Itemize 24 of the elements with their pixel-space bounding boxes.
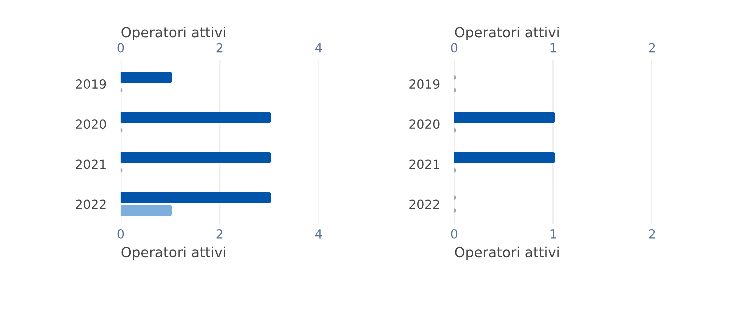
x2-tick-label: 1 — [550, 43, 556, 53]
x-axis-title: Operatori attivi — [455, 246, 559, 260]
x-tick-label: 1 — [550, 230, 556, 239]
x2-tick-label: 0 — [118, 43, 124, 53]
x2-axis-title: Operatori attivi — [455, 26, 559, 40]
y-tick-label: 2021 — [76, 160, 106, 170]
y-tick-label: 2020 — [76, 120, 106, 130]
x2-tick-label: 4 — [315, 43, 322, 53]
x2-tick-label: 0 — [451, 43, 458, 53]
x-tick-label: 0 — [118, 229, 124, 239]
x-tick-label: 4 — [315, 230, 322, 239]
x-axis-title: Operatori attivi — [122, 246, 226, 260]
y-tick-label: 2019 — [410, 80, 440, 90]
x-tick-label: 2 — [649, 229, 656, 239]
y-tick-label: 2020 — [410, 120, 440, 130]
x-tick-label: 0 — [451, 229, 458, 239]
y-tick-label: 2021 — [410, 160, 440, 170]
y-tick-label: 2019 — [76, 80, 106, 90]
x-tick-label: 2 — [216, 229, 223, 239]
x2-tick-label: 2 — [216, 43, 223, 53]
y-tick-label: 2022 — [410, 200, 440, 210]
x2-tick-label: 2 — [649, 43, 656, 53]
y-tick-label: 2022 — [76, 200, 106, 210]
x2-axis-title: Operatori attivi — [122, 26, 226, 40]
